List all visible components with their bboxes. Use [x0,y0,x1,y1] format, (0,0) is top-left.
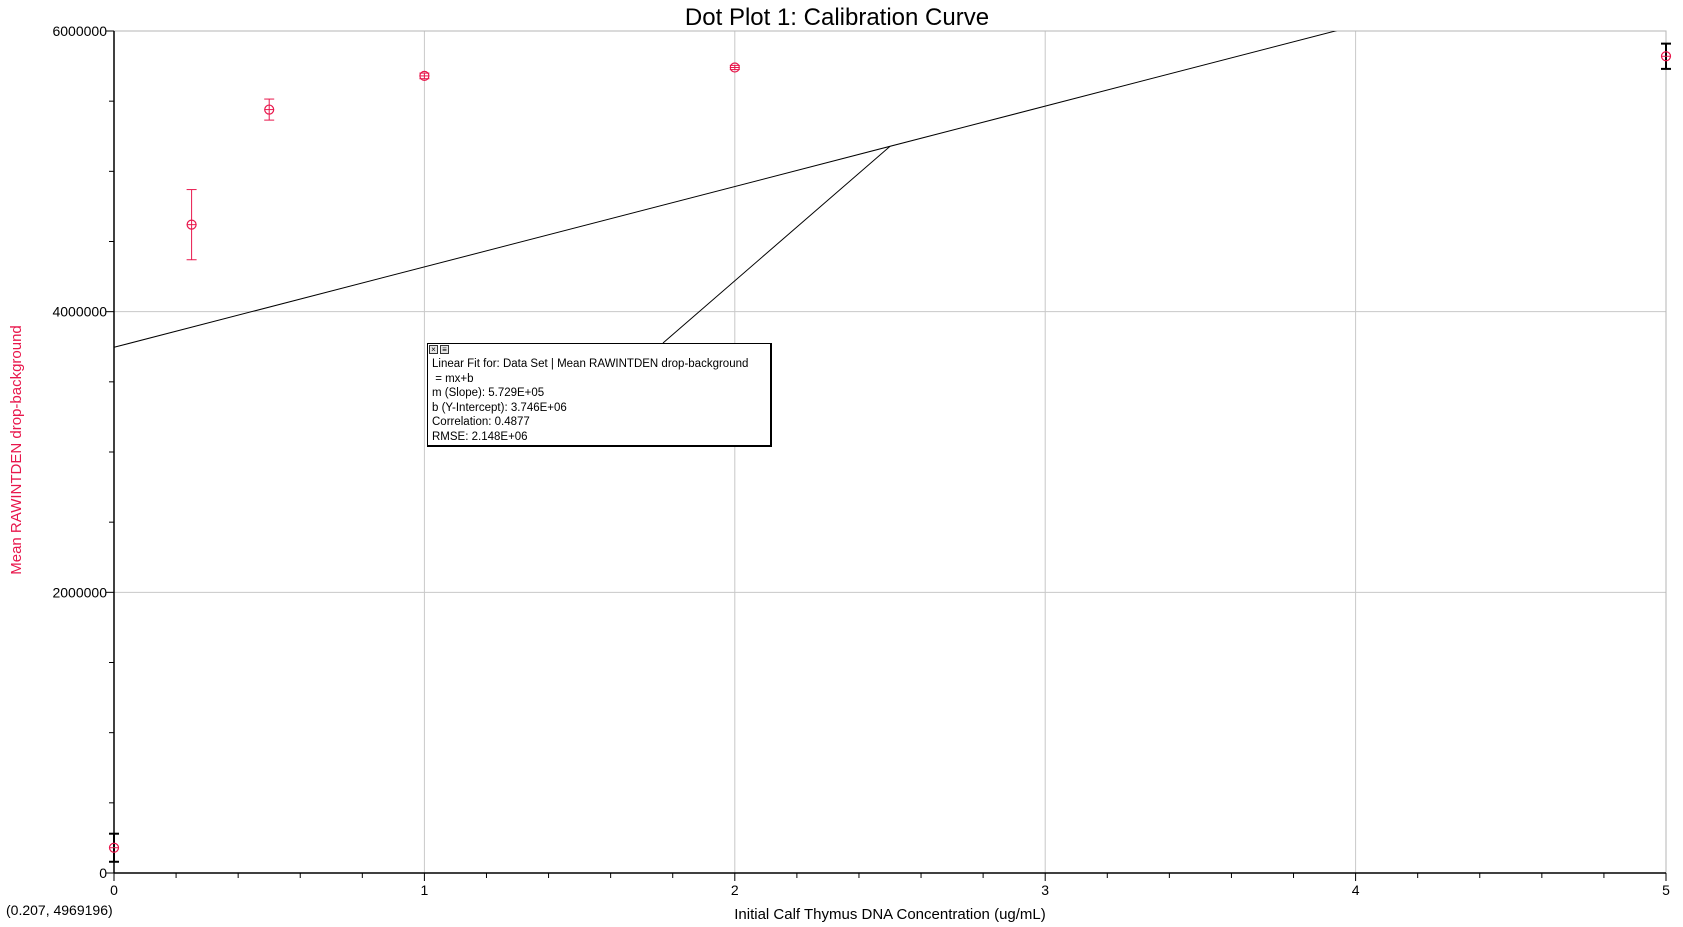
linear-fit-annotation-box[interactable]: × ≡ Linear Fit for: Data Set | Mean RAWI… [427,343,772,447]
y-axis-label: Mean RAWINTDEN drop-background [8,325,25,575]
y-tick-label: 0 [99,865,107,881]
fit-callout-leader [662,145,891,344]
x-tick-label: 5 [1662,882,1670,898]
cursor-coordinate-readout: (0.207, 4969196) [6,902,113,918]
fit-line-layer [114,31,1338,348]
fit-line-title: Linear Fit for: Data Set | Mean RAWINTDE… [432,358,749,370]
axes [106,30,1667,881]
plot-frame [113,30,1667,874]
fit-text-lines: Linear Fit for: Data Set | Mean RAWINTDE… [432,357,766,444]
linear-fit-line [114,31,1338,348]
menu-icon[interactable]: ≡ [440,345,449,354]
grid-lines [114,31,1666,873]
y-tick-label: 4000000 [52,304,107,320]
x-tick-label: 1 [421,882,429,898]
fit-line-rmse: RMSE: 2.148E+06 [432,430,528,443]
y-tick-label: 6000000 [52,23,107,39]
close-icon[interactable]: × [429,345,438,354]
x-tick-label: 0 [110,882,118,898]
chart-title: Dot Plot 1: Calibration Curve [685,4,989,31]
fit-line-correlation: Correlation: 0.4877 [432,416,530,428]
fit-line-slope: m (Slope): 5.729E+05 [432,387,545,399]
x-tick-label: 3 [1041,882,1049,898]
data-points [108,42,1672,863]
x-axis-label: Initial Calf Thymus DNA Concentration (u… [734,906,1046,923]
fit-line-equation: = mx+b [432,372,474,385]
tick-labels: 0 1 2 3 4 5 0 2000000 4000000 6000000 [52,23,1670,898]
fit-line-intercept: b (Y-Intercept): 3.746E+06 [432,401,567,414]
x-tick-label: 4 [1352,882,1360,898]
x-tick-label: 2 [731,882,739,898]
y-tick-label: 2000000 [52,584,107,600]
